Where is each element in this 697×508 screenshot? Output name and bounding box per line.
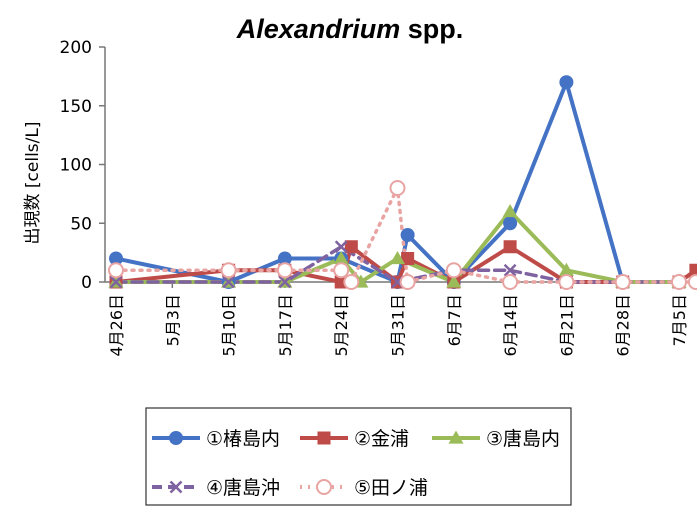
- data-point-series-4: [109, 275, 123, 289]
- legend-box: [145, 407, 572, 506]
- data-point-series-5: [614, 274, 631, 290]
- legend-label: ⑤田ノ浦: [354, 477, 428, 499]
- x-tick-label: 5月31日: [389, 294, 408, 357]
- series-markers: [108, 75, 697, 290]
- data-point-series-3: [390, 251, 405, 265]
- x-tick-label: 6月14日: [501, 294, 520, 357]
- data-point-series-4: [503, 263, 517, 277]
- legend-swatch-marker: [317, 431, 331, 445]
- data-point-series-5: [276, 262, 293, 279]
- data-point-series-5: [220, 262, 237, 279]
- x-ticks: 4月26日 5月3日 5月10日 5月17日 5月24日 5月31日 6月7日 6月14日 6月…: [107, 282, 689, 357]
- legend-label: ①椿島内: [206, 428, 280, 450]
- legend-swatch-marker: [169, 480, 183, 494]
- data-point-series-1: [277, 251, 292, 266]
- data-point-series-5: [502, 274, 519, 290]
- data-point-series-3: [558, 262, 574, 276]
- data-point-series-3: [446, 274, 462, 288]
- legend: ①椿島内 ②金浦 ③唐島内 ④唐島沖 ⑤田ノ浦: [152, 428, 560, 499]
- chart-title-italic: Alexandrium: [236, 14, 401, 44]
- legend-swatch-marker: [448, 430, 464, 444]
- chart-title-normal: spp.: [400, 14, 463, 44]
- y-axis-label: 出現数 [cells/L]: [23, 122, 43, 245]
- data-point-series-2: [401, 252, 415, 265]
- y-ticks: 0 50 100 150 200: [60, 38, 105, 293]
- x-tick-label: 7月5日: [670, 294, 689, 346]
- data-point-series-4: [278, 275, 292, 289]
- data-point-series-5: [671, 274, 687, 290]
- y-tick-label: 100: [60, 156, 92, 176]
- x-tick-label: 6月21日: [557, 294, 576, 357]
- data-point-series-5: [687, 274, 697, 290]
- x-tick-label: 6月28日: [614, 294, 633, 357]
- data-point-series-1: [559, 75, 574, 90]
- data-point-series-1: [503, 216, 518, 231]
- x-tick-label: 5月17日: [276, 294, 295, 357]
- legend-swatch-marker: [316, 479, 332, 495]
- y-tick-label: 200: [60, 38, 92, 58]
- data-point-series-2: [503, 240, 517, 254]
- data-point-series-5: [399, 274, 416, 290]
- x-tick-label: 5月24日: [332, 294, 351, 357]
- y-tick-label: 150: [60, 97, 92, 117]
- legend-swatch-marker: [169, 431, 183, 445]
- y-tick-label: 0: [81, 273, 92, 293]
- legend-label: ④唐島沖: [206, 477, 280, 499]
- data-point-series-5: [343, 274, 360, 290]
- x-tick-label: 5月10日: [220, 294, 239, 357]
- data-point-series-1: [400, 228, 415, 242]
- data-point-series-5: [333, 262, 350, 279]
- data-point-series-2: [689, 263, 697, 277]
- data-point-series-5: [445, 262, 462, 279]
- data-point-series-3: [502, 204, 518, 218]
- data-point-series-5: [108, 262, 124, 279]
- data-point-series-2: [344, 240, 358, 254]
- y-tick-label: 50: [70, 214, 92, 234]
- data-point-series-3: [333, 251, 349, 265]
- x-tick-label: 6月7日: [445, 294, 464, 346]
- data-point-series-4: [334, 240, 348, 254]
- data-point-series-1: [109, 251, 123, 266]
- data-point-series-4: [222, 275, 235, 289]
- legend-label: ②金浦: [354, 428, 409, 450]
- data-point-series-5: [389, 180, 406, 196]
- chart-title: Alexandrium spp.: [236, 14, 464, 44]
- x-tick-label: 4月26日: [107, 294, 126, 357]
- x-tick-label: 5月3日: [163, 294, 182, 346]
- legend-label: ③唐島内: [486, 428, 560, 450]
- data-point-series-5: [558, 274, 575, 290]
